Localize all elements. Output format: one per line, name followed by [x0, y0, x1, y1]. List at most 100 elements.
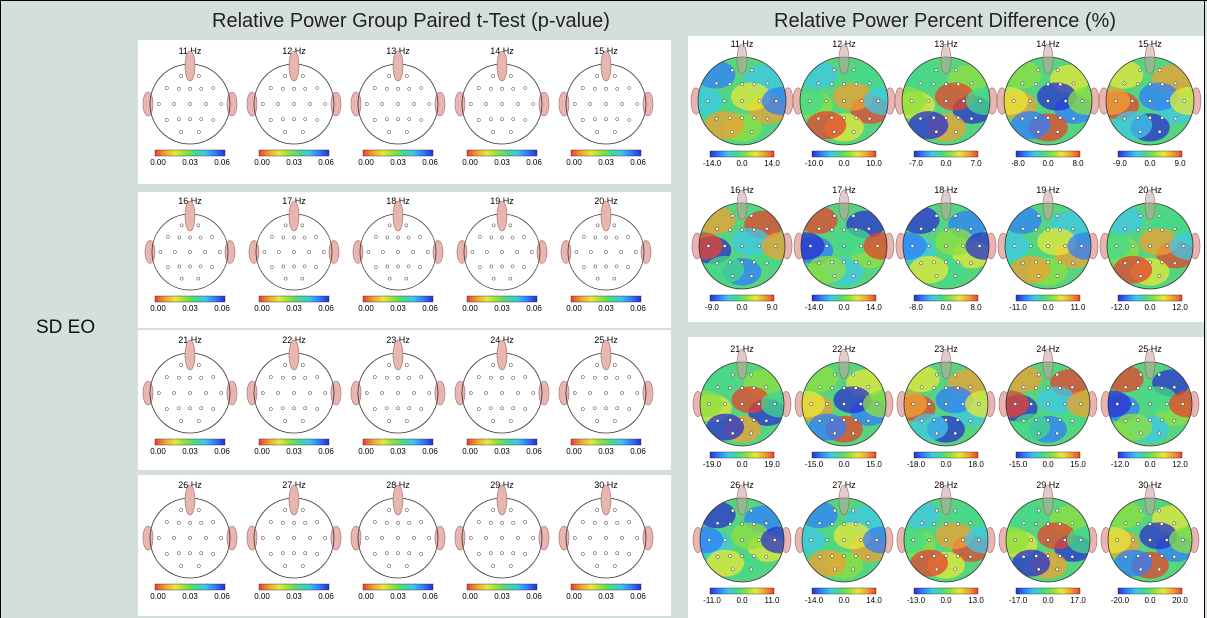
electrode-marker	[500, 235, 504, 240]
electrode-marker	[384, 406, 389, 411]
electrode-marker	[217, 250, 222, 254]
electrode-marker	[832, 508, 837, 513]
color-scale-bar	[466, 438, 538, 446]
electrode-marker	[1123, 521, 1128, 526]
electrode-marker	[179, 508, 184, 512]
electrode-marker	[931, 115, 936, 120]
electrode-marker	[380, 102, 384, 106]
electrode-marker	[926, 99, 931, 103]
nose-icon	[392, 339, 404, 371]
electrode-marker	[1136, 522, 1141, 526]
scale-tick-label: 0.03	[598, 304, 614, 313]
electrode-marker	[595, 130, 600, 134]
electrode-marker	[211, 118, 216, 122]
electrode-marker	[909, 99, 914, 103]
electrode-marker	[1138, 508, 1143, 513]
electrode-marker	[1148, 260, 1152, 265]
scale-tick-label: 8.0	[1072, 159, 1084, 168]
frame-left-border	[0, 0, 1, 618]
electrode-marker	[404, 276, 409, 281]
nose-icon	[736, 484, 748, 516]
electrode-marker	[1164, 402, 1169, 406]
scale-tick-label: 17.0	[1070, 596, 1086, 605]
electrode-marker	[1138, 372, 1143, 377]
electrode-marker	[396, 264, 400, 269]
electrode-marker	[615, 551, 620, 556]
electrode-marker	[188, 391, 192, 395]
electrode-marker	[1021, 226, 1025, 231]
electrode-marker	[809, 538, 814, 542]
electrode-marker	[406, 235, 411, 240]
electrode-marker	[740, 554, 744, 558]
electrode-marker	[932, 418, 937, 422]
electrode-marker	[953, 214, 958, 218]
electrode-marker	[592, 375, 597, 380]
electrode-marker	[830, 260, 834, 265]
electrode-marker	[807, 99, 812, 103]
electrode-marker	[177, 235, 182, 240]
electrode-marker	[612, 276, 617, 281]
electrode-marker	[612, 564, 617, 568]
electrode-marker	[323, 391, 328, 395]
electrode-marker	[730, 567, 735, 572]
electrode-marker	[1058, 82, 1063, 87]
electrode-marker	[404, 363, 409, 367]
right-ear-icon	[330, 525, 342, 551]
electrode-marker	[260, 102, 265, 106]
electrode-marker	[944, 386, 948, 390]
electrode-marker	[934, 372, 939, 377]
electrode-marker	[292, 117, 296, 122]
electrode-marker	[842, 402, 846, 406]
scale-tick-label: 0.03	[494, 158, 510, 167]
scale-tick-label: 0.06	[422, 447, 438, 456]
electrode-marker	[508, 564, 513, 568]
electrode-marker	[364, 536, 369, 540]
electrode-marker	[1114, 244, 1119, 248]
electrode-marker	[918, 81, 923, 86]
electrode-marker	[176, 86, 181, 91]
electrode-marker	[303, 375, 308, 380]
electrode-marker	[615, 406, 620, 411]
scale-tick-label: 14.0	[764, 159, 780, 168]
electrode-marker	[612, 130, 617, 134]
nose-icon	[184, 484, 196, 516]
nose-icon	[1144, 43, 1156, 75]
electrode-marker	[1013, 538, 1018, 542]
electrode-marker	[595, 363, 600, 367]
electrode-marker	[1160, 115, 1165, 120]
pvalue-section-header: Relative Power Group Paired t-Test (p-va…	[212, 10, 610, 32]
electrode-marker	[612, 419, 617, 423]
electrode-marker	[203, 250, 208, 254]
electrode-marker	[268, 375, 273, 379]
color-scale-bar	[154, 438, 226, 446]
electrode-marker	[199, 551, 204, 556]
electrode-marker	[1138, 214, 1143, 218]
electrode-marker	[396, 391, 400, 395]
electrode-marker	[380, 536, 384, 540]
electrode-marker	[853, 522, 858, 526]
electrode-marker	[956, 260, 960, 265]
right-ear-icon	[434, 91, 446, 117]
electrode-marker	[1020, 116, 1025, 121]
electrode-marker	[1046, 82, 1050, 87]
color-scale-bar	[1117, 451, 1183, 459]
electrode-marker	[1159, 418, 1164, 422]
right-ear-icon	[536, 240, 548, 264]
electrode-marker	[280, 86, 285, 91]
scale-tick-label: -8.0	[909, 303, 923, 312]
scale-tick-label: -15.0	[805, 460, 824, 469]
electrode-marker	[1046, 99, 1050, 103]
left-ear-icon	[142, 91, 154, 117]
electrode-marker	[749, 68, 754, 73]
electrode-marker	[196, 276, 201, 281]
electrode-marker	[866, 521, 871, 526]
electrode-marker	[283, 508, 288, 512]
electrode-marker	[944, 115, 948, 120]
electrode-marker	[1148, 386, 1152, 390]
scale-tick-label: 0.00	[254, 592, 270, 601]
electrode-marker	[283, 564, 288, 568]
electrode-marker	[406, 264, 411, 269]
electrode-marker	[1020, 81, 1025, 86]
electrode-marker	[372, 86, 377, 90]
electrode-marker	[854, 82, 859, 87]
